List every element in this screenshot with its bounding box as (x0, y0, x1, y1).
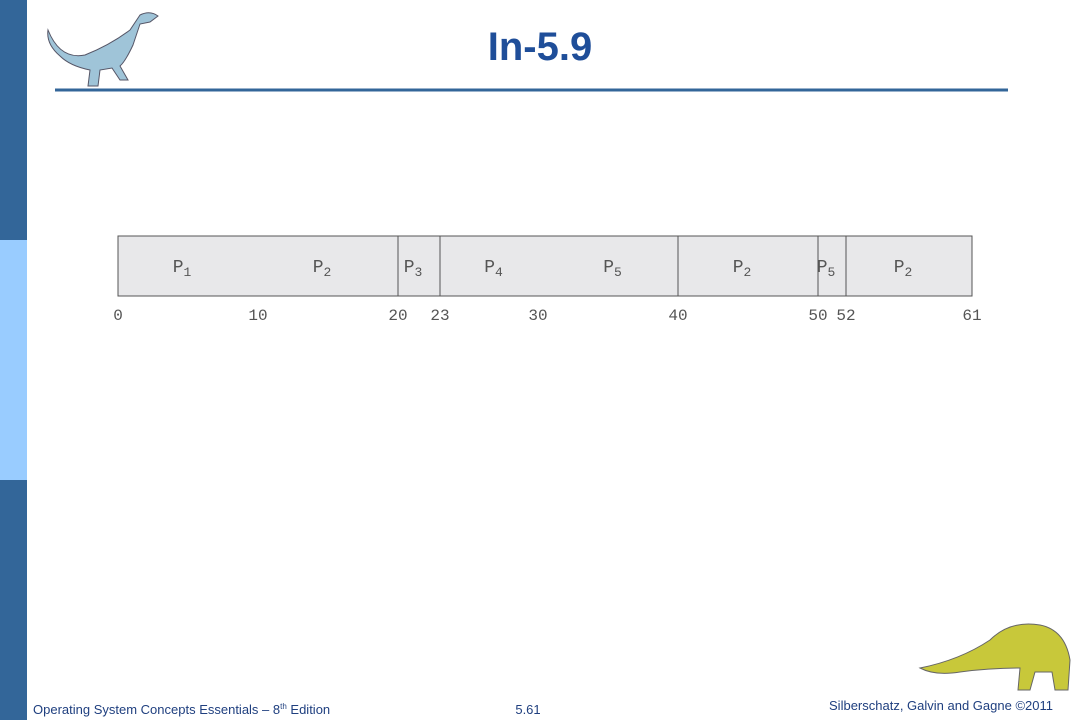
gantt-box (845, 235, 973, 297)
time-tick-label: 20 (388, 307, 407, 325)
process-name: P (173, 258, 184, 278)
time-tick-label: 10 (248, 307, 267, 325)
gantt-box (117, 235, 399, 297)
dinosaur-icon (918, 623, 1071, 691)
process-label: P2 (733, 258, 752, 280)
process-name: P (733, 258, 744, 278)
process-subscript: 2 (324, 265, 332, 280)
process-name: P (603, 258, 614, 278)
process-subscript: 2 (905, 265, 913, 280)
page-number: 5.61 (515, 702, 540, 717)
process-label: P3 (404, 258, 423, 280)
process-label: P2 (313, 258, 332, 280)
footer-sup: th (280, 702, 287, 711)
process-subscript: 4 (495, 265, 503, 280)
process-label: P2 (894, 258, 913, 280)
process-label: P4 (484, 258, 503, 280)
time-tick-label: 0 (113, 307, 123, 325)
process-subscript: 1 (184, 265, 192, 280)
process-name: P (894, 258, 905, 278)
time-tick-label: 61 (962, 307, 981, 325)
process-subscript: 2 (744, 265, 752, 280)
slide-title: In-5.9 (488, 25, 592, 69)
process-name: P (404, 258, 415, 278)
process-label: P5 (603, 258, 622, 280)
gantt-box (677, 235, 819, 297)
time-tick-label: 40 (668, 307, 687, 325)
process-name: P (313, 258, 324, 278)
sidebar-accent (0, 240, 27, 480)
time-tick-label: 30 (528, 307, 547, 325)
process-subscript: 3 (415, 265, 423, 280)
footer-right: Silberschatz, Galvin and Gagne ©2011 (829, 698, 1053, 713)
process-subscript: 5 (614, 265, 622, 280)
process-label: P5 (817, 258, 836, 280)
footer-left: Operating System Concepts Essentials – 8… (33, 702, 330, 717)
process-name: P (484, 258, 495, 278)
dinosaur-icon (47, 12, 159, 87)
process-name: P (817, 258, 828, 278)
time-tick-label: 52 (836, 307, 855, 325)
process-subscript: 5 (828, 265, 836, 280)
footer-text: Operating System Concepts Essentials – 8 (33, 702, 280, 717)
time-tick-label: 50 (808, 307, 827, 325)
gantt-box (397, 235, 441, 297)
footer-text: Edition (287, 702, 330, 717)
time-tick-label: 23 (430, 307, 449, 325)
process-label: P1 (173, 258, 192, 280)
gantt-box (439, 235, 679, 297)
gantt-chart: P1 P2 P3 P4 P5 P2 P5 P20 10 20 23 30 40 50 52 61 (113, 235, 982, 325)
